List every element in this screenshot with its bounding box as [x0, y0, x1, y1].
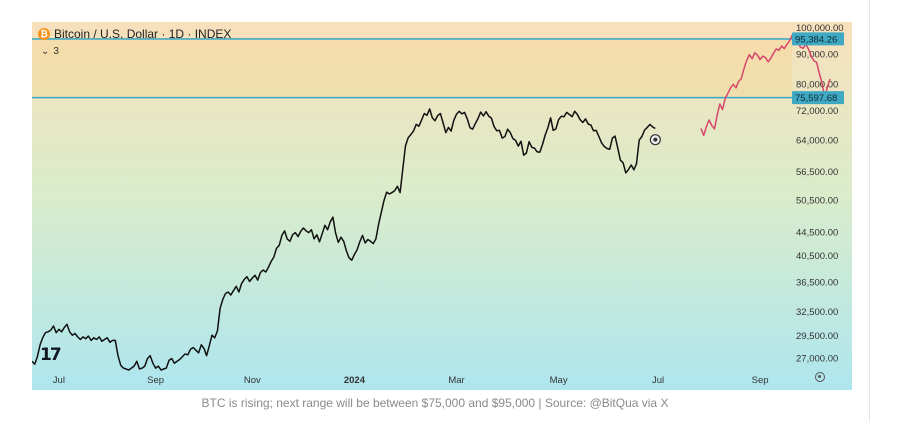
chart-canvas[interactable]: 100,000.00 90,000.00 80,000.00 72,000.00 64,…	[32, 22, 852, 390]
x-tick-label: May	[550, 375, 568, 386]
level-tags: 95,384.26 75,597.68	[792, 32, 844, 105]
image-caption: BTC is rising; next range will be betwee…	[201, 396, 669, 410]
indicator-count: 3	[53, 46, 59, 57]
chevron-down-icon: ⌄	[41, 46, 50, 57]
x-tick-label: Mar	[448, 375, 464, 386]
projected-price-line	[700, 34, 831, 137]
level-lines	[32, 38, 792, 99]
y-tick-label: 50,500.00	[796, 195, 838, 206]
x-tick-label: Jul	[652, 375, 664, 386]
y-tick-label: 29,500.00	[796, 331, 838, 342]
level-tag	[792, 91, 844, 105]
settings-icon[interactable]	[815, 372, 825, 382]
x-tick-label: Jul	[53, 375, 65, 386]
y-tick-label: 100,000.00	[796, 23, 844, 34]
x-tick-label: 2024	[344, 375, 366, 386]
x-tick-label: Nov	[244, 375, 261, 386]
y-tick-label: 90,000.00	[796, 50, 838, 61]
level-tag-label: 75,597.68	[795, 93, 837, 104]
tradingview-logo-icon[interactable]: 17	[40, 345, 62, 365]
level-tag	[792, 32, 844, 46]
y-tick-label: 32,500.00	[796, 307, 838, 318]
price-chart[interactable]: 100,000.00 90,000.00 80,000.00 72,000.00 64,…	[32, 22, 852, 390]
historical-price-line	[32, 108, 656, 371]
bitcoin-logo-icon: ₿	[38, 28, 50, 40]
y-tick-label: 27,000.00	[796, 354, 838, 365]
y-axis: 100,000.00 90,000.00 80,000.00 72,000.00 64,…	[796, 23, 844, 365]
indicators-toggle[interactable]: ⌄ 3	[41, 46, 59, 57]
x-tick-label: Sep	[147, 375, 164, 386]
y-tick-label: 80,000.00	[796, 79, 838, 90]
level-tag-label: 95,384.26	[795, 34, 837, 45]
current-price-marker[interactable]	[649, 134, 661, 146]
chart-title: Bitcoin / U.S. Dollar · 1D · INDEX	[54, 27, 232, 41]
y-tick-label: 36,500.00	[796, 277, 838, 288]
x-axis: Jul Sep Nov 2024 Mar May Jul Sep	[53, 375, 769, 386]
chart-header[interactable]: ₿ Bitcoin / U.S. Dollar · 1D · INDEX	[38, 27, 231, 41]
y-tick-label: 44,500.00	[796, 227, 838, 238]
article-column	[869, 0, 870, 422]
marker-dot	[653, 137, 658, 142]
y-tick-label: 56,500.00	[796, 167, 838, 178]
target-range-band	[32, 38, 792, 98]
chart-background	[32, 22, 852, 390]
x-tick-label: Sep	[752, 375, 769, 386]
y-tick-label: 40,500.00	[796, 251, 838, 262]
y-tick-label: 64,000.00	[796, 136, 838, 147]
y-tick-label: 72,000.00	[796, 106, 838, 117]
